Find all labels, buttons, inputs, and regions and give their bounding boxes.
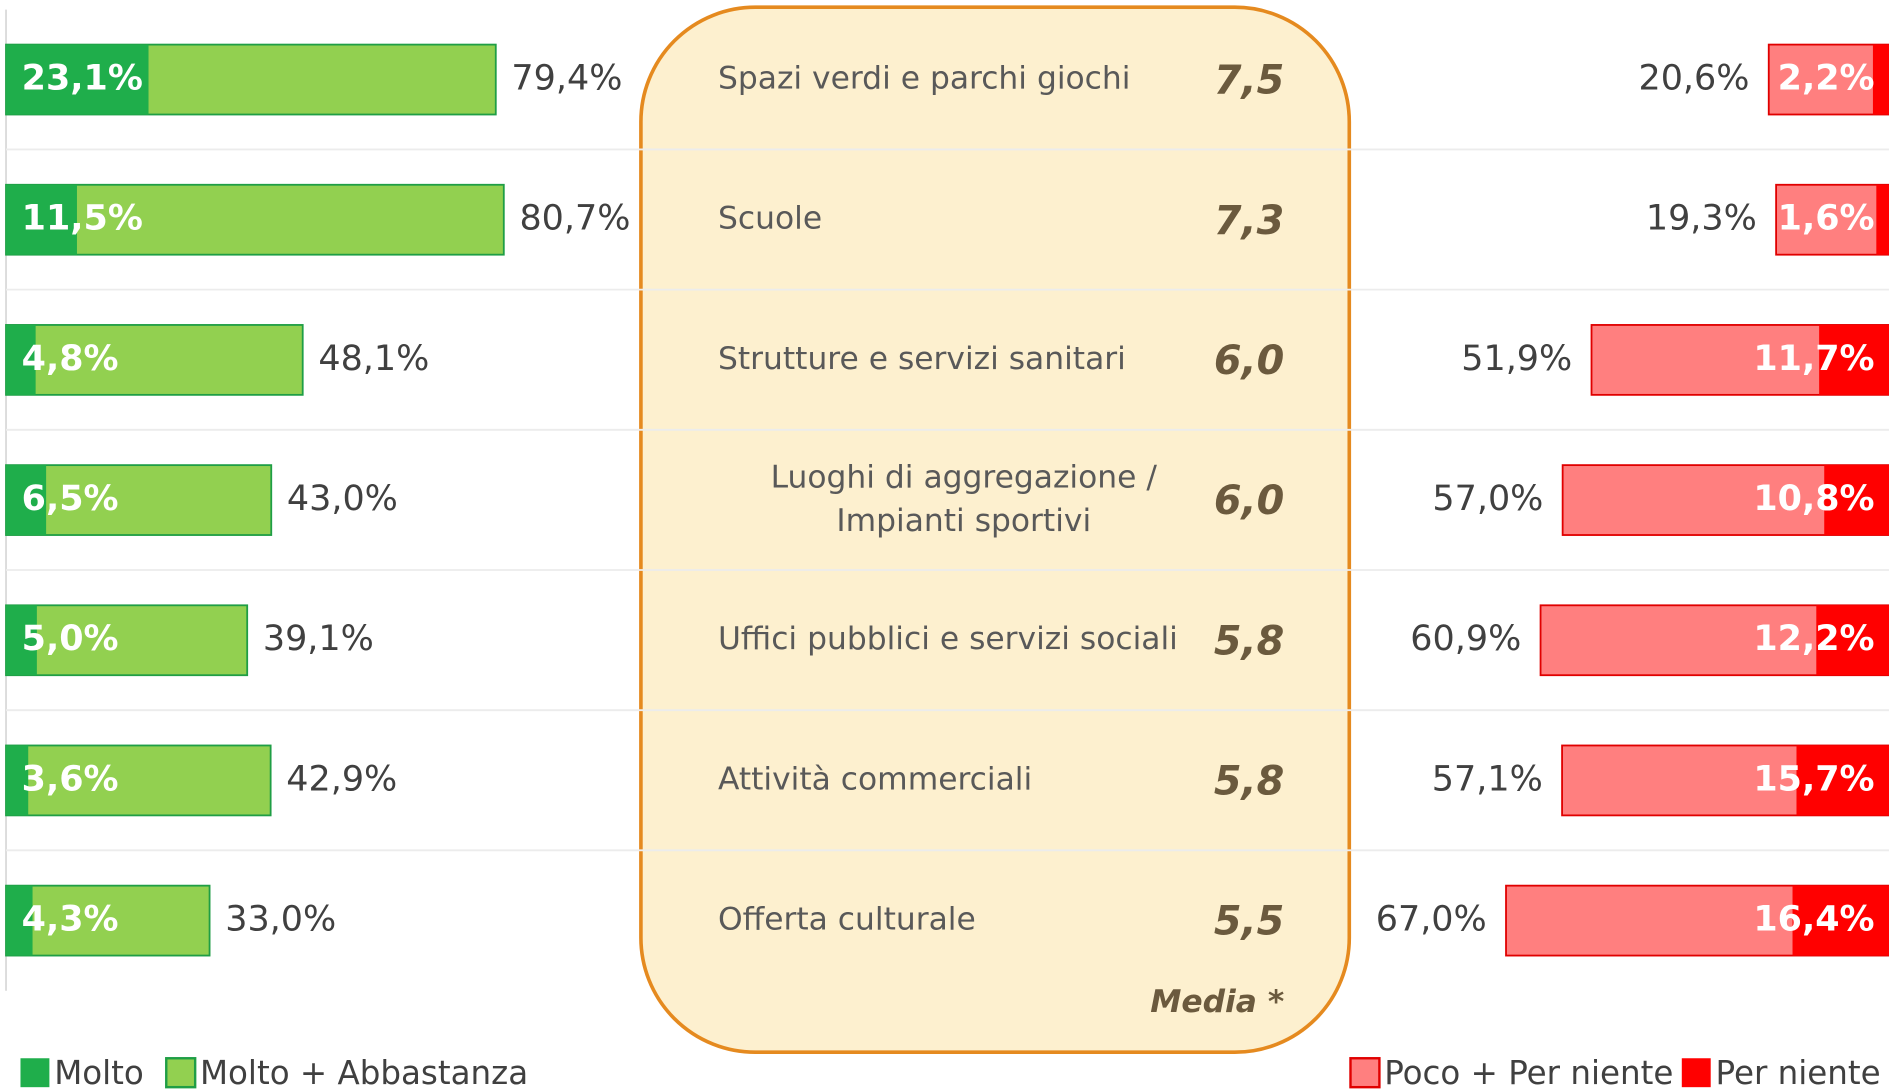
- bar: [6, 745, 29, 816]
- bar-label: 5,0%: [22, 619, 119, 659]
- bar: [6, 885, 33, 956]
- category-label: Spazi verdi e parchi giochi: [718, 61, 1130, 97]
- bar-label: 16,4%: [1753, 900, 1874, 940]
- bar-label: 12,2%: [1753, 619, 1874, 659]
- bar-label: 4,8%: [22, 339, 119, 379]
- media-value: 5,8: [1214, 759, 1284, 805]
- category-label: Luoghi di aggregazione / Impianti sportiv…: [771, 459, 1158, 538]
- bar: [6, 44, 149, 115]
- media-value: 6,0: [1214, 478, 1284, 524]
- bar: [1876, 184, 1889, 255]
- category-label: Offerta culturale: [718, 902, 976, 938]
- bar: [6, 184, 77, 255]
- bar-label: 51,9%: [1461, 339, 1572, 379]
- bar-label: 11,5%: [22, 199, 143, 239]
- legend-label: Poco + Per niente: [1384, 1054, 1673, 1092]
- bar: [1767, 43, 1889, 116]
- bar-label: 39,1%: [263, 619, 374, 659]
- bar-label: 67,0%: [1376, 900, 1487, 940]
- media-value: 6,0: [1214, 338, 1284, 384]
- bar-label: 10,8%: [1753, 479, 1874, 519]
- bar-label: 3,6%: [22, 759, 119, 799]
- media-label: Media *: [1150, 984, 1284, 1020]
- bar: [1816, 605, 1889, 676]
- bar-label: 20,6%: [1638, 59, 1749, 99]
- bar: [5, 884, 211, 957]
- bar-label: 6,5%: [22, 479, 119, 519]
- legend-label: Molto + Abbastanza: [200, 1054, 528, 1092]
- legend-swatch: [1349, 1057, 1381, 1089]
- bar: [6, 465, 47, 536]
- bar-label: 80,7%: [519, 199, 630, 239]
- bar-label: 19,3%: [1646, 199, 1757, 239]
- legend-swatch: [1681, 1058, 1711, 1088]
- bar-label: 4,3%: [22, 900, 119, 940]
- bar-label: 57,0%: [1432, 479, 1543, 519]
- bar-label: 23,1%: [22, 59, 143, 99]
- bar-label: 57,1%: [1432, 759, 1543, 799]
- legend-swatch: [165, 1057, 197, 1089]
- bar: [1824, 465, 1889, 536]
- media-value: 7,3: [1214, 198, 1284, 244]
- bar-label: 79,4%: [511, 59, 622, 99]
- media-panel: [639, 5, 1352, 1055]
- bar-label: 48,1%: [318, 339, 429, 379]
- legend-swatch: [20, 1058, 50, 1088]
- legend-label: Per niente: [1716, 1054, 1881, 1092]
- bar-label: 2,2%: [1778, 59, 1875, 99]
- bar-label: 60,9%: [1410, 619, 1521, 659]
- bar: [6, 605, 37, 676]
- media-value: 5,5: [1214, 899, 1284, 945]
- bar-label: 43,0%: [287, 479, 398, 519]
- bar-label: 42,9%: [286, 759, 397, 799]
- bar: [1775, 183, 1889, 256]
- bar: [1792, 885, 1889, 956]
- category-label: Strutture e servizi sanitari: [718, 341, 1126, 377]
- media-value: 7,5: [1214, 58, 1284, 104]
- legend-label: Molto: [54, 1054, 144, 1092]
- bar: [6, 324, 36, 395]
- bar-label: 33,0%: [225, 900, 336, 940]
- bar: [1872, 44, 1889, 115]
- category-label: Scuole: [718, 201, 822, 237]
- category-label: Attività commerciali: [718, 761, 1032, 797]
- bar-label: 1,6%: [1778, 199, 1875, 239]
- bar: [1819, 324, 1889, 395]
- media-value: 5,8: [1214, 618, 1284, 664]
- bar-label: 11,7%: [1753, 339, 1874, 379]
- bar: [1796, 745, 1889, 816]
- category-label: Uffici pubblici e servizi sociali: [718, 621, 1178, 657]
- bar-label: 15,7%: [1753, 759, 1874, 799]
